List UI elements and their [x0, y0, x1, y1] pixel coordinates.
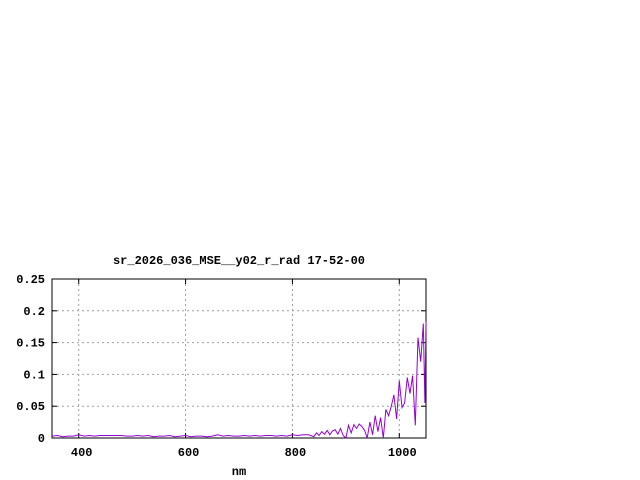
y-tick-labels: 0 0.05 0.1 0.15 0.2 0.25 [16, 273, 45, 446]
chart-title: sr_2026_036_MSE__y02_r_rad 17-52-00 [113, 254, 365, 268]
x-tick-label: 1000 [388, 446, 417, 460]
y-tick-label: 0.15 [16, 337, 45, 351]
y-tick-label: 0.2 [23, 305, 45, 319]
grid [52, 279, 426, 438]
series-line [51, 321, 427, 439]
y-tick-label: 0.25 [16, 273, 45, 287]
y-tick-label: 0 [38, 432, 45, 446]
plot-border [51, 278, 427, 439]
x-tick-label: 800 [285, 446, 307, 460]
axis-ticks [52, 278, 426, 439]
x-tick-labels: 400 600 800 1000 [71, 446, 417, 460]
x-axis-label: nm [232, 465, 246, 479]
x-tick-label: 400 [71, 446, 93, 460]
y-tick-label: 0.05 [16, 400, 45, 414]
y-tick-label: 0.1 [23, 368, 45, 382]
x-tick-label: 600 [178, 446, 200, 460]
